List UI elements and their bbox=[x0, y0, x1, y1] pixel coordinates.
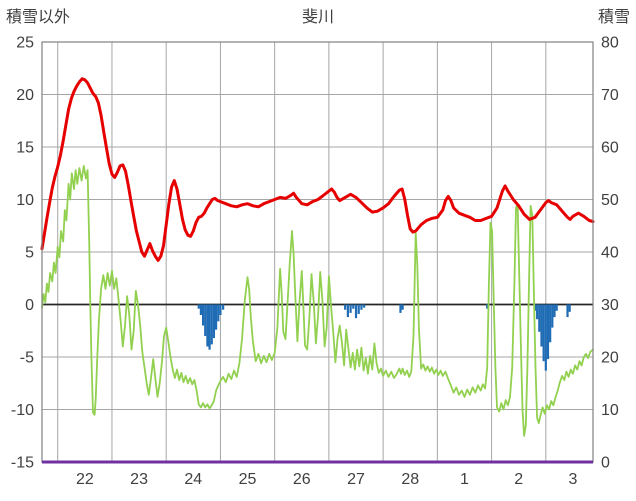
blue-bar bbox=[544, 304, 547, 371]
blue-bar bbox=[538, 304, 541, 332]
x-axis-day-label: 3 bbox=[568, 471, 577, 488]
blue-bar bbox=[540, 304, 543, 347]
left-axis-tick-label: 5 bbox=[25, 245, 34, 262]
blue-bar bbox=[197, 304, 200, 309]
blue-bar bbox=[555, 304, 558, 311]
x-axis-day-label: 2 bbox=[514, 471, 523, 488]
chart-title: 斐川 bbox=[301, 9, 334, 26]
left-axis-tick-label: 10 bbox=[16, 192, 34, 209]
blue-bar bbox=[553, 304, 556, 318]
blue-bar bbox=[542, 304, 545, 362]
blue-bar bbox=[206, 304, 209, 347]
right-axis-tick-label: 80 bbox=[601, 35, 619, 52]
blue-bar bbox=[214, 304, 218, 330]
blue-bar bbox=[354, 304, 358, 319]
blue-bar bbox=[201, 304, 205, 326]
blue-bar bbox=[536, 304, 539, 320]
right-axis-tick-label: 0 bbox=[601, 455, 610, 472]
x-axis-day-label: 25 bbox=[239, 471, 257, 488]
blue-bar bbox=[346, 304, 349, 318]
right-axis-tick-label: 40 bbox=[601, 245, 619, 262]
left-axis-tick-label: -10 bbox=[11, 402, 34, 419]
blue-bar bbox=[212, 304, 216, 339]
green-line-series bbox=[41, 164, 594, 437]
left-axis-title: 積雪以外 bbox=[6, 9, 71, 26]
right-axis-tick-label: 50 bbox=[601, 192, 619, 209]
right-axis-tick-label: 20 bbox=[601, 350, 619, 367]
blue-bar bbox=[568, 304, 571, 312]
blue-bar bbox=[210, 304, 213, 345]
blue-bar bbox=[208, 304, 211, 350]
left-axis-tick-label: 20 bbox=[16, 87, 34, 104]
blue-bar bbox=[401, 304, 404, 310]
blue-bar bbox=[551, 304, 554, 328]
blue-bar bbox=[546, 304, 550, 360]
blue-bar bbox=[357, 304, 360, 314]
x-axis-day-label: 24 bbox=[184, 471, 202, 488]
blue-bar bbox=[399, 304, 402, 313]
right-axis-tick-label: 30 bbox=[601, 297, 619, 314]
right-axis-tick-label: 60 bbox=[601, 140, 619, 157]
right-axis-title: 積雪 bbox=[597, 9, 630, 26]
blue-bar bbox=[549, 304, 552, 343]
blue-bar bbox=[352, 304, 355, 309]
x-axis-day-label: 28 bbox=[401, 471, 419, 488]
x-axis-day-label: 26 bbox=[293, 471, 311, 488]
blue-bar bbox=[344, 304, 347, 310]
blue-bar bbox=[204, 304, 207, 336]
blue-bar bbox=[360, 304, 363, 310]
x-axis-day-label: 23 bbox=[130, 471, 148, 488]
blue-bar bbox=[217, 304, 220, 322]
left-axis-tick-label: -5 bbox=[20, 350, 34, 367]
left-axis-tick-label: 0 bbox=[25, 297, 34, 314]
left-axis-tick-label: 25 bbox=[16, 35, 34, 52]
left-axis-tick-label: 15 bbox=[16, 140, 34, 157]
blue-bar bbox=[222, 304, 225, 310]
blue-bar bbox=[566, 304, 569, 318]
right-axis-tick-label: 10 bbox=[601, 402, 619, 419]
blue-bar bbox=[349, 304, 352, 313]
blue-bar bbox=[486, 304, 489, 309]
left-axis-tick-label: -15 bbox=[11, 455, 34, 472]
x-axis-day-label: 27 bbox=[347, 471, 365, 488]
blue-bar bbox=[199, 304, 203, 315]
x-axis-day-label: 1 bbox=[460, 471, 469, 488]
x-axis-day-label: 22 bbox=[76, 471, 94, 488]
blue-bar bbox=[219, 304, 222, 315]
blue-bar bbox=[363, 304, 366, 308]
right-axis-tick-label: 70 bbox=[601, 87, 619, 104]
red-line-series bbox=[40, 77, 595, 262]
